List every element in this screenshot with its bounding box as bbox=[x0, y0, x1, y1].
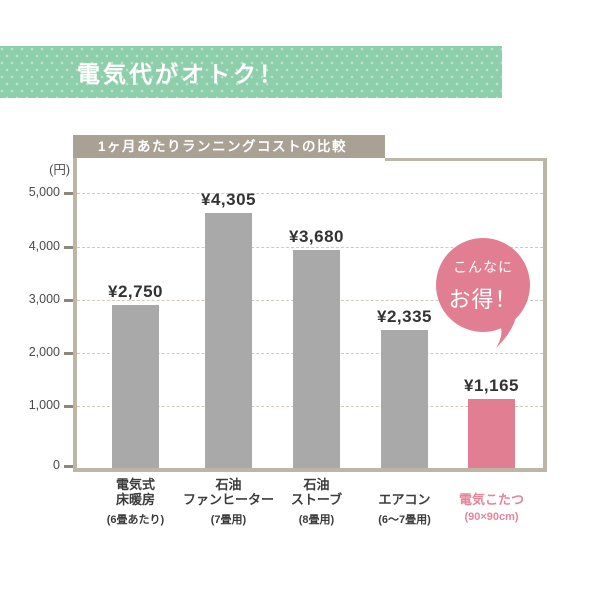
category-note: (8畳用) bbox=[298, 514, 335, 526]
y-tick bbox=[64, 299, 73, 302]
y-tick-label: 3,000 bbox=[28, 292, 60, 306]
chart-bar bbox=[205, 213, 252, 468]
y-tick-label: 0 bbox=[53, 458, 60, 472]
chart-title: 1ヶ月あたりランニングコストの比較 bbox=[73, 135, 385, 158]
x-axis-category-label: 電気式 床暖房 (6畳あたり) bbox=[71, 476, 201, 527]
category-name-line: 床暖房 bbox=[115, 492, 155, 507]
category-note: (6〜7畳用) bbox=[378, 514, 431, 526]
bar-value-label: ¥1,165 bbox=[464, 376, 519, 395]
gridline bbox=[77, 247, 543, 248]
category-name: 電気こたつ bbox=[427, 476, 557, 507]
category-name-line: 石油 bbox=[303, 477, 330, 492]
x-axis-category-label: 電気こたつ (90×90cm) bbox=[427, 476, 557, 523]
x-axis-category-label: 石油 ファンヒーター (7畳用) bbox=[164, 476, 294, 527]
bar-value-label: ¥2,335 bbox=[377, 307, 432, 326]
category-note: (7畳用) bbox=[210, 514, 247, 526]
y-tick bbox=[64, 465, 73, 468]
y-tick-label: 2,000 bbox=[28, 345, 60, 359]
chart-bar bbox=[112, 305, 159, 468]
bar-value-label: ¥4,305 bbox=[201, 190, 256, 209]
y-axis-unit-label: (円) bbox=[49, 163, 70, 177]
chart-bar bbox=[293, 250, 340, 468]
category-note: (90×90cm) bbox=[464, 511, 519, 523]
gridline bbox=[77, 193, 543, 194]
chart-bar bbox=[381, 330, 428, 468]
y-tick bbox=[64, 405, 73, 408]
y-tick-label: 1,000 bbox=[28, 398, 60, 412]
category-name-line: 電気式 bbox=[115, 477, 155, 492]
y-tick bbox=[64, 352, 73, 355]
category-name: 石油 ストーブ bbox=[252, 476, 382, 507]
y-tick bbox=[64, 192, 73, 195]
category-name-line: 電気こたつ bbox=[458, 492, 524, 507]
bar-value-label: ¥2,750 bbox=[108, 282, 163, 301]
callout-bubble-tail-icon bbox=[496, 316, 516, 348]
callout-bubble-text-2: お得！ bbox=[448, 286, 518, 312]
y-tick-label: 4,000 bbox=[28, 239, 60, 253]
page-title: 電気代がオトク！ bbox=[77, 61, 285, 87]
y-tick-label: 5,000 bbox=[28, 185, 60, 199]
callout-bubble: こんなに お得！ bbox=[436, 238, 530, 332]
category-name-line: 石油 bbox=[215, 477, 242, 492]
category-name: 電気式 床暖房 bbox=[71, 476, 201, 507]
category-name-line: ストーブ bbox=[290, 492, 343, 507]
category-name-line: ファンヒーター bbox=[182, 492, 274, 507]
x-axis-category-label: エアコン (6〜7畳用) bbox=[340, 476, 470, 527]
chart-bar bbox=[468, 399, 515, 468]
x-axis-category-label: 石油 ストーブ (8畳用) bbox=[252, 476, 382, 527]
callout-bubble-text-1: こんなに bbox=[453, 258, 513, 275]
category-note: (6畳あたり) bbox=[106, 514, 165, 526]
x-axis-line bbox=[73, 468, 547, 472]
header-banner: 電気代がオトク！ bbox=[0, 46, 502, 98]
bar-value-label: ¥3,680 bbox=[289, 227, 344, 246]
category-name: 石油 ファンヒーター bbox=[164, 476, 294, 507]
y-tick bbox=[64, 246, 73, 249]
chart-right-border bbox=[543, 158, 547, 472]
category-name: エアコン bbox=[340, 476, 470, 507]
y-axis-line bbox=[73, 158, 77, 472]
category-name-line: エアコン bbox=[378, 492, 431, 507]
chart-top-border bbox=[385, 158, 547, 161]
